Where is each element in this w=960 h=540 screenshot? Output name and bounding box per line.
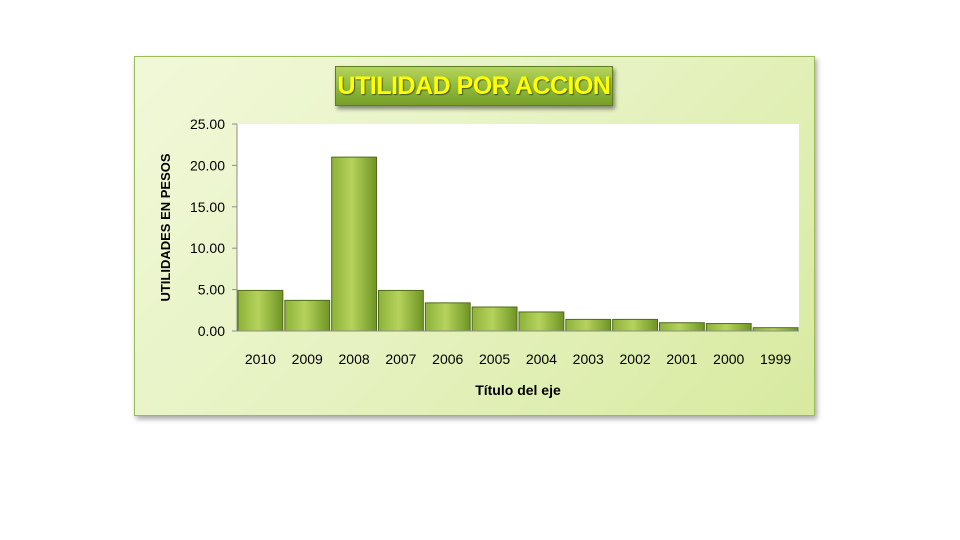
x-tick-label: 2009 bbox=[292, 351, 323, 367]
bar-2009 bbox=[284, 299, 331, 332]
y-tick-label: 25.00 bbox=[190, 116, 225, 132]
y-tick-label: 10.00 bbox=[190, 240, 225, 256]
x-tick-label: 2000 bbox=[713, 351, 744, 367]
x-tick-label: 2007 bbox=[385, 351, 416, 367]
bar-2000 bbox=[705, 323, 752, 332]
x-tick-label: 2003 bbox=[573, 351, 604, 367]
bar-chart: 0.00 5.00 10.00 15.00 20.00 25.00 2010 2009 2008… bbox=[158, 116, 799, 398]
x-tick-label: 2006 bbox=[432, 351, 463, 367]
bar-2006 bbox=[424, 302, 471, 332]
x-tick-label: 2004 bbox=[526, 351, 557, 367]
x-tick-label: 2010 bbox=[245, 351, 276, 367]
y-tick-label: 5.00 bbox=[198, 282, 225, 298]
bar-2008 bbox=[331, 156, 378, 332]
bar-2007 bbox=[378, 289, 424, 332]
x-tick-label: 2005 bbox=[479, 351, 510, 367]
x-tick-label: 2002 bbox=[620, 351, 651, 367]
x-tick-label: 1999 bbox=[760, 351, 791, 367]
bar-2003 bbox=[565, 318, 612, 332]
y-axis-title: UTILIDADES EN PESOS bbox=[158, 153, 173, 301]
y-tick-label: 20.00 bbox=[190, 157, 225, 173]
y-tick-label: 15.00 bbox=[190, 199, 225, 215]
y-tick-label: 0.00 bbox=[198, 323, 225, 339]
chart-title: UTILIDAD POR ACCION bbox=[337, 71, 611, 100]
x-tick-label: 2008 bbox=[339, 351, 370, 367]
chart-area: UTILIDAD POR ACCION 0.00 5.00 10.00 15.00 20… bbox=[134, 56, 815, 416]
chart-title-box: UTILIDAD POR ACCION bbox=[335, 66, 613, 106]
x-axis-title: Título del eje bbox=[475, 382, 561, 398]
bar-2001 bbox=[659, 322, 705, 332]
bar-2004 bbox=[518, 311, 565, 332]
bar-2010 bbox=[237, 289, 284, 332]
plot-area bbox=[237, 124, 799, 331]
bar-2002 bbox=[612, 318, 658, 332]
x-tick-label: 2001 bbox=[666, 351, 697, 367]
bar-2005 bbox=[471, 306, 518, 332]
